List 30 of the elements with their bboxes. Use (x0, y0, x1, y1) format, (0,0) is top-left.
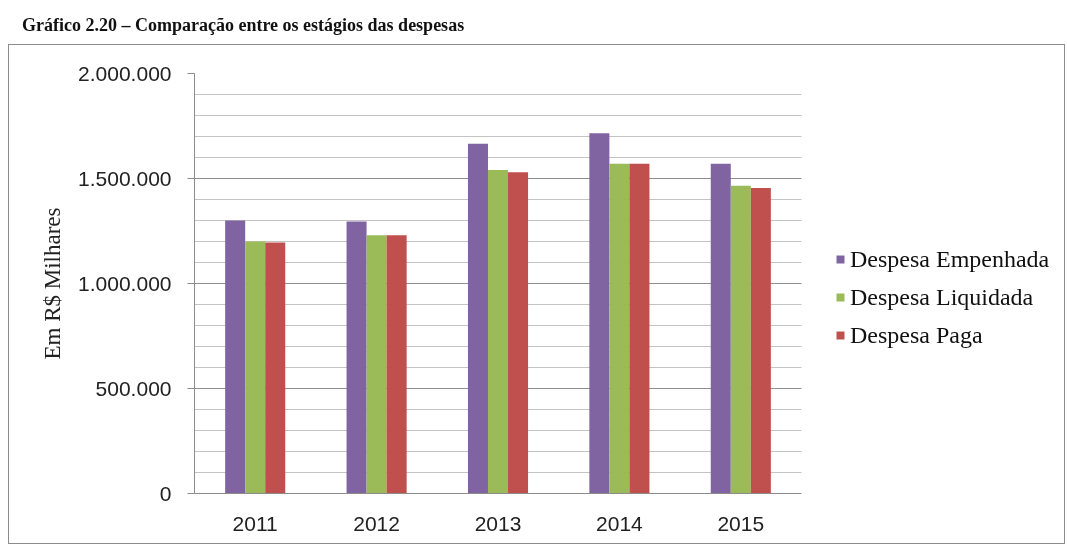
legend-label: Despesa Liquidada (850, 283, 1034, 311)
bar (609, 163, 630, 494)
bar (487, 170, 509, 494)
x-tick-label: 2015 (717, 511, 765, 535)
bar (750, 187, 771, 494)
bar (730, 185, 751, 494)
bar (265, 242, 286, 494)
bar (467, 143, 488, 494)
y-axis-title: Em R$ Milhares (40, 207, 66, 360)
legend-label: Despesa Paga (850, 321, 983, 349)
chart-title: Gráfico 2.20 – Comparação entre os estágios das despesas (22, 14, 465, 37)
y-tick-label: 1.500.000 (78, 166, 172, 190)
bar (245, 241, 266, 494)
y-tick-label: 1.000.000 (78, 271, 172, 295)
x-tick-label: 2012 (353, 511, 400, 535)
x-tick-label: 2014 (596, 511, 644, 535)
bar (225, 220, 246, 494)
y-tick-label: 0 (159, 481, 172, 505)
legend-label: Despesa Empenhada (850, 245, 1050, 273)
bar (508, 172, 529, 494)
y-tick-label: 2.000.000 (78, 61, 172, 85)
bar (710, 163, 731, 494)
bar (629, 163, 650, 494)
x-tick-label: 2011 (232, 511, 278, 535)
bar (346, 221, 367, 494)
bar (386, 235, 407, 494)
y-tick-label: 500.000 (95, 376, 172, 400)
bar (589, 133, 610, 494)
x-tick-label: 2013 (474, 511, 522, 535)
bar (366, 235, 387, 494)
